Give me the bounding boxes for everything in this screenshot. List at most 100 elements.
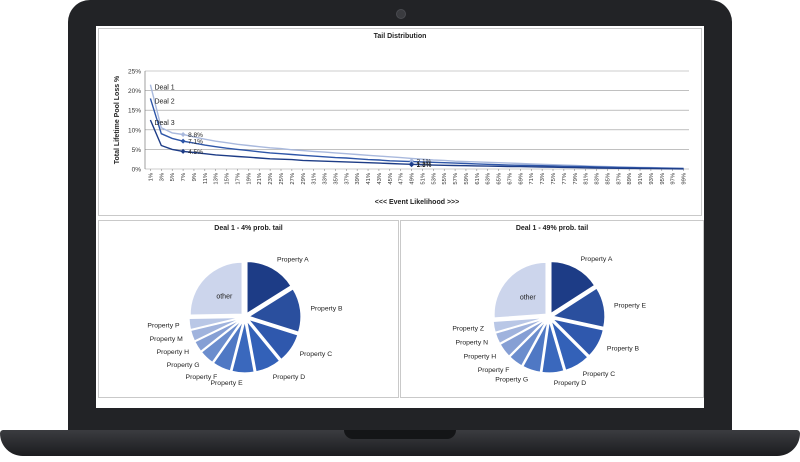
x-tick-label: 25% [279, 173, 285, 185]
pie-slice-property-c [246, 318, 299, 361]
x-tick-label: 27% [290, 173, 296, 185]
x-tick-label: 1% [148, 173, 154, 181]
pie-slice-property-z [492, 317, 546, 334]
x-tick-label: 95% [660, 173, 666, 185]
pie-label: Property F [186, 374, 218, 381]
pie-slice-property-b [247, 288, 302, 333]
x-tick-label: 81% [584, 173, 590, 185]
x-tick-label: 55% [442, 173, 448, 185]
x-tick-label: 13% [214, 173, 220, 185]
pie-chart-49pct: Property A Property E Property B Property C… [452, 256, 646, 387]
x-tick-label: 79% [573, 173, 579, 185]
series-label: Deal 2 [154, 98, 174, 105]
pie-label: Property E [211, 380, 244, 387]
x-tick-label: 9% [192, 173, 198, 181]
pie-label: Property B [310, 306, 343, 313]
x-tick-label: 61% [475, 173, 481, 185]
pie-slice-property-h [499, 318, 547, 358]
x-tick-label: 5% [170, 173, 176, 181]
x-tick-label: 19% [246, 173, 252, 185]
data-label: 8.8% [188, 132, 203, 139]
x-tick-label: 43% [377, 173, 383, 185]
x-tick-label: 17% [235, 173, 241, 185]
x-tick-label: 57% [453, 173, 459, 185]
pie-label: Property Z [452, 326, 484, 333]
x-tick-label: 59% [464, 173, 470, 185]
x-tick-label: 67% [507, 173, 513, 185]
pie-label: Property H [157, 349, 190, 356]
x-tick-label: 3% [159, 173, 165, 181]
pie-label: other [520, 294, 537, 301]
x-tick-label: 73% [540, 173, 546, 185]
data-marker [409, 162, 415, 168]
data-marker [180, 132, 186, 138]
pie-label: Property A [277, 256, 309, 263]
y-tick-label: 20% [128, 88, 141, 95]
y-axis-label: Total Lifetime Pool Loss % [114, 75, 121, 164]
series-label: Deal 1 [154, 85, 174, 92]
x-tick-label: 23% [268, 173, 274, 185]
pie-panel-4pct: Deal 1 - 4% prob. tail Property A Propert… [98, 220, 399, 398]
pie-label: Property G [167, 362, 200, 369]
pie-slice-property-g [522, 320, 549, 373]
pie-slice-property-d [245, 318, 281, 373]
pie-label: Property B [607, 346, 640, 353]
x-tick-label: 65% [497, 173, 503, 185]
pie-slice-property-e [231, 320, 255, 374]
pie-slice-property-f [212, 320, 244, 372]
x-tick-label: 21% [257, 173, 263, 185]
x-tick-label: 37% [344, 173, 350, 185]
pie-slice-property-b [550, 317, 605, 357]
pie-slice-property-f [508, 319, 548, 367]
x-tick-label: 11% [203, 173, 209, 184]
data-marker [180, 148, 186, 154]
x-tick-label: 31% [312, 173, 318, 185]
data-label: 4.5% [188, 149, 203, 156]
pie-slice-property-c [550, 320, 589, 372]
pie-label: Property D [273, 374, 306, 381]
pie-slice-property-a [550, 260, 596, 315]
x-tick-label: 87% [616, 173, 622, 185]
x-tick-label: 85% [605, 173, 611, 185]
tail-distribution-chart: 0% 5% 10% 15% 20% 25% 1% 3% 5% 7% 9% 11% 13% 15% 17% 19… [114, 69, 689, 206]
x-tick-label: 51% [420, 173, 426, 185]
pie-label: Property M [150, 336, 184, 343]
tail-distribution-title: Tail Distribution [373, 33, 427, 40]
x-tick-label: 89% [627, 173, 633, 185]
pie-panel-49pct: Deal 1 - 49% prob. tail Property A Proper… [400, 220, 704, 398]
data-label: 2.1% [417, 158, 432, 165]
series-line-deal-2 [149, 98, 684, 170]
pie-slice-property-a [246, 260, 292, 315]
pie-slice-property-d [541, 320, 565, 374]
pie-slice-property-e [551, 287, 606, 329]
pie-label: Property P [147, 322, 180, 329]
pie-label: Property D [554, 380, 587, 387]
x-tick-label: 15% [225, 173, 231, 185]
x-tick-label: 63% [486, 173, 492, 185]
tail-distribution-panel: Tail Distribution 0% 5% 10% 15% 20% 25% 1% 3% 5%… [98, 28, 702, 216]
y-tick-label: 5% [132, 147, 142, 154]
x-tick-label: 91% [638, 173, 644, 185]
laptop-base-notch [344, 430, 456, 439]
pie-slice-property-p [188, 316, 242, 331]
pie-label: other [216, 294, 233, 301]
x-tick-label: 99% [682, 173, 688, 185]
pie-label: Property A [581, 256, 613, 263]
series-label: Deal 3 [154, 120, 174, 127]
pie-label: Property C [300, 351, 333, 358]
x-tick-label: 41% [366, 173, 372, 185]
x-axis-label: <<< Event Likelihood >>> [375, 199, 459, 206]
pie-label: Property N [456, 339, 489, 346]
pie-slice-property-g [200, 319, 243, 364]
pie-chart-4pct: Property A Property B Property C Property D… [147, 256, 343, 387]
webcam-icon [396, 9, 406, 19]
series-line-deal-3 [149, 119, 684, 170]
x-tick-label: 35% [333, 173, 339, 185]
x-tick-label: 45% [388, 173, 394, 185]
x-tick-label: 93% [649, 173, 655, 185]
x-tick-label: 29% [301, 173, 307, 185]
x-tick-label: 49% [410, 173, 416, 185]
y-tick-label: 25% [128, 69, 141, 76]
data-label: 7.1% [188, 139, 203, 146]
pie-4pct-title: Deal 1 - 4% prob. tail [214, 225, 283, 232]
